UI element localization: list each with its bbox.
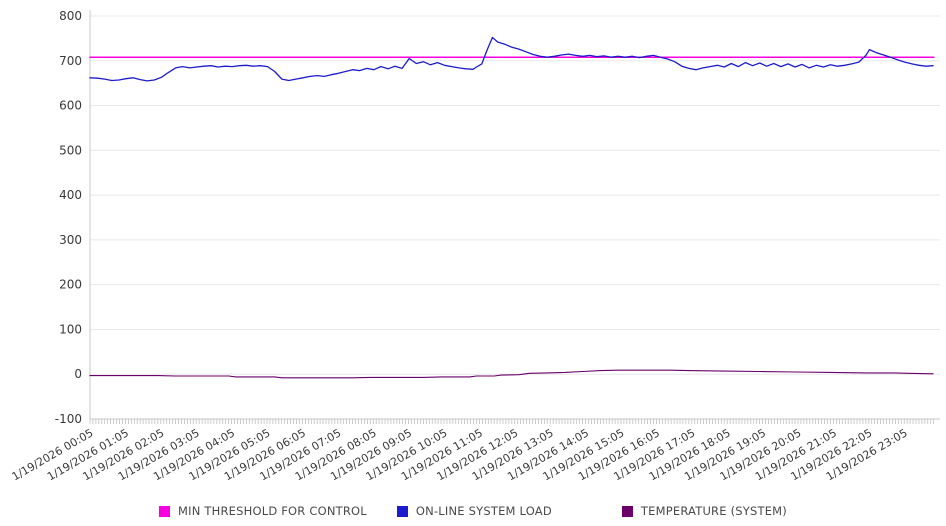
axes: [89, 10, 940, 420]
chart-canvas: 800 700 600 500 400 300 200 100 0 -100 1/19/2026 …: [10, 9, 940, 483]
y-tick-label: 800: [59, 9, 82, 23]
y-tick-label: 400: [59, 188, 82, 202]
y-tick-label: 300: [59, 233, 82, 247]
series-line-on-line-system-load: [89, 36, 934, 82]
legend-label-min-threshold: MIN THRESHOLD FOR CONTROL: [178, 504, 367, 518]
legend-label-temperature: TEMPERATURE (SYSTEM): [640, 504, 787, 518]
legend-item-online-system-load: ON-LINE SYSTEM LOAD: [396, 504, 552, 518]
chart-legend: MIN THRESHOLD FOR CONTROL ON-LINE SYSTEM…: [0, 504, 946, 518]
series-line-temperature-system-: [89, 369, 934, 379]
y-tick-label: 500: [59, 143, 82, 157]
y-tick-label: 100: [59, 322, 82, 336]
x-axis-tick-labels: 1/19/2026 00:051/19/2026 01:051/19/2026 …: [10, 426, 910, 483]
legend-label-online-system-load: ON-LINE SYSTEM LOAD: [415, 504, 552, 518]
y-tick-label: 700: [59, 54, 82, 68]
gridlines: [90, 15, 940, 420]
y-tick-label: 600: [59, 99, 82, 113]
legend-swatch-online-system-load: [396, 505, 408, 517]
legend-item-min-threshold: MIN THRESHOLD FOR CONTROL: [159, 504, 367, 518]
y-tick-label: 0: [74, 367, 82, 381]
legend-item-temperature: TEMPERATURE (SYSTEM): [621, 504, 787, 518]
legend-swatch-min-threshold: [159, 505, 171, 517]
y-axis-tick-labels: 800 700 600 500 400 300 200 100 0 -100: [55, 9, 82, 426]
y-tick-label: -100: [55, 412, 82, 426]
legend-swatch-temperature: [621, 505, 633, 517]
data-series: [89, 36, 935, 379]
x-axis-minor-ticks: [89, 419, 935, 424]
y-tick-label: 200: [59, 278, 82, 292]
